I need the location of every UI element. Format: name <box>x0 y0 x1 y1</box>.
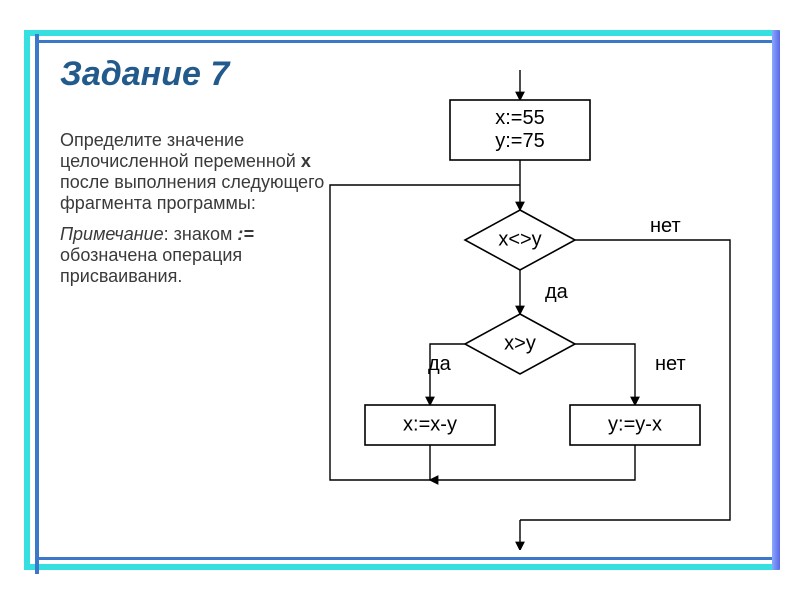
slide-title: Задание 7 <box>60 55 229 94</box>
edge-cond2-no <box>575 344 635 405</box>
node-text-asg2-0: y:=y-x <box>608 413 662 435</box>
slide: Задание 7 Определите значение целочислен… <box>0 0 800 600</box>
task-text: Определите значение целочисленной переме… <box>60 130 330 297</box>
frame-bottom-cyan <box>24 564 780 570</box>
p1-post: после выполнения следующего фрагмента пр… <box>60 172 324 213</box>
node-text-init-1: y:=75 <box>495 130 544 152</box>
edge-label-cond1-no: нет <box>650 215 681 237</box>
frame-bottom-blue <box>35 557 780 560</box>
task-paragraph-1: Определите значение целочисленной переме… <box>60 130 330 214</box>
p2-strong: := <box>237 224 254 244</box>
task-paragraph-2: Примечание: знаком := обозначена операци… <box>60 224 330 287</box>
p1-bold: x <box>301 151 311 171</box>
frame-top-blue <box>35 40 780 43</box>
p2-post: обозначена операция присваивания. <box>60 245 242 286</box>
edge-label-cond2-yes: да <box>428 353 452 375</box>
p2-mid: : знаком <box>164 224 238 244</box>
node-text-cond2-0: x>y <box>504 332 536 354</box>
flowchart: нет да да нет x:=55y:=75 x<>y x>y x:=x-y y:=y-x <box>320 60 780 550</box>
frame-top-cyan <box>24 30 780 36</box>
edge-asg2-down <box>430 445 635 480</box>
edge-label-cond1-yes: да <box>545 281 569 303</box>
node-text-cond1-0: x<>y <box>498 228 541 250</box>
node-text-asg1-0: x:=x-y <box>403 413 457 435</box>
edge-label-cond2-no: нет <box>655 353 686 375</box>
frame-left-blue <box>35 34 39 574</box>
p1-pre: Определите значение целочисленной переме… <box>60 130 301 171</box>
p2-em: Примечание <box>60 224 164 244</box>
frame-left-cyan <box>24 30 30 570</box>
node-text-init-0: x:=55 <box>495 107 544 129</box>
